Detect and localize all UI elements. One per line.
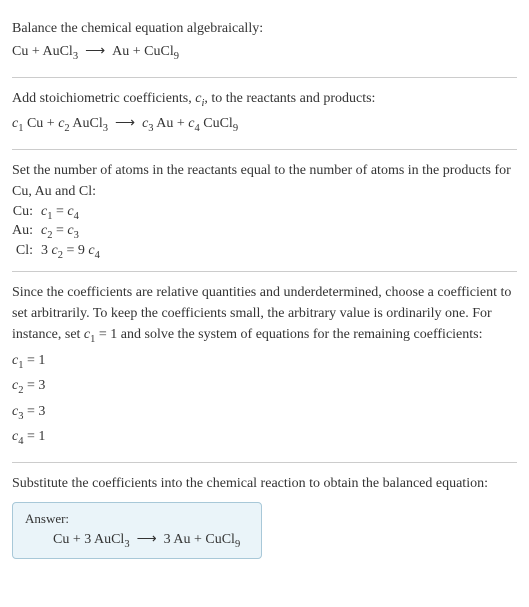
intro-equation: Cu + AuCl3 ⟶ Au + CuCl9 xyxy=(12,41,517,65)
answer-equation: Cu + 3 AuCl3 ⟶ 3 Au + CuCl9 xyxy=(25,531,249,550)
atom-value: c1 = c4 xyxy=(41,204,100,222)
answer-box: Answer: Cu + 3 AuCl3 ⟶ 3 Au + CuCl9 xyxy=(12,502,262,559)
answer-label: Answer: xyxy=(25,511,249,527)
substitute-text: Substitute the coefficients into the che… xyxy=(12,473,517,494)
stoich-equation: c1 Cu + c2 AuCl3 ⟶ c3 Au + c4 CuCl9 xyxy=(12,113,517,137)
section-solve: Since the coefficients are relative quan… xyxy=(12,272,517,463)
section-intro: Balance the chemical equation algebraica… xyxy=(12,8,517,78)
atom-label: Cu: xyxy=(12,204,33,222)
atoms-text: Set the number of atoms in the reactants… xyxy=(12,160,517,202)
atom-value: c2 = c3 xyxy=(41,223,100,241)
coef-item: c2 = 3 xyxy=(12,375,517,399)
section-atoms: Set the number of atoms in the reactants… xyxy=(12,150,517,272)
coef-item: c1 = 1 xyxy=(12,350,517,374)
coef-item: c3 = 3 xyxy=(12,401,517,425)
section-stoich: Add stoichiometric coefficients, ci, to … xyxy=(12,78,517,150)
atom-label: Cl: xyxy=(12,243,33,261)
atom-value: 3 c2 = 9 c4 xyxy=(41,243,100,261)
atoms-equations: Cu: c1 = c4 Au: c2 = c3 Cl: 3 c2 = 9 c4 xyxy=(12,204,100,261)
solve-text: Since the coefficients are relative quan… xyxy=(12,282,517,348)
section-substitute: Substitute the coefficients into the che… xyxy=(12,463,517,569)
coef-list: c1 = 1 c2 = 3 c3 = 3 c4 = 1 xyxy=(12,350,517,450)
stoich-text: Add stoichiometric coefficients, ci, to … xyxy=(12,88,517,112)
intro-title: Balance the chemical equation algebraica… xyxy=(12,18,517,39)
coef-item: c4 = 1 xyxy=(12,426,517,450)
atom-label: Au: xyxy=(12,223,33,241)
